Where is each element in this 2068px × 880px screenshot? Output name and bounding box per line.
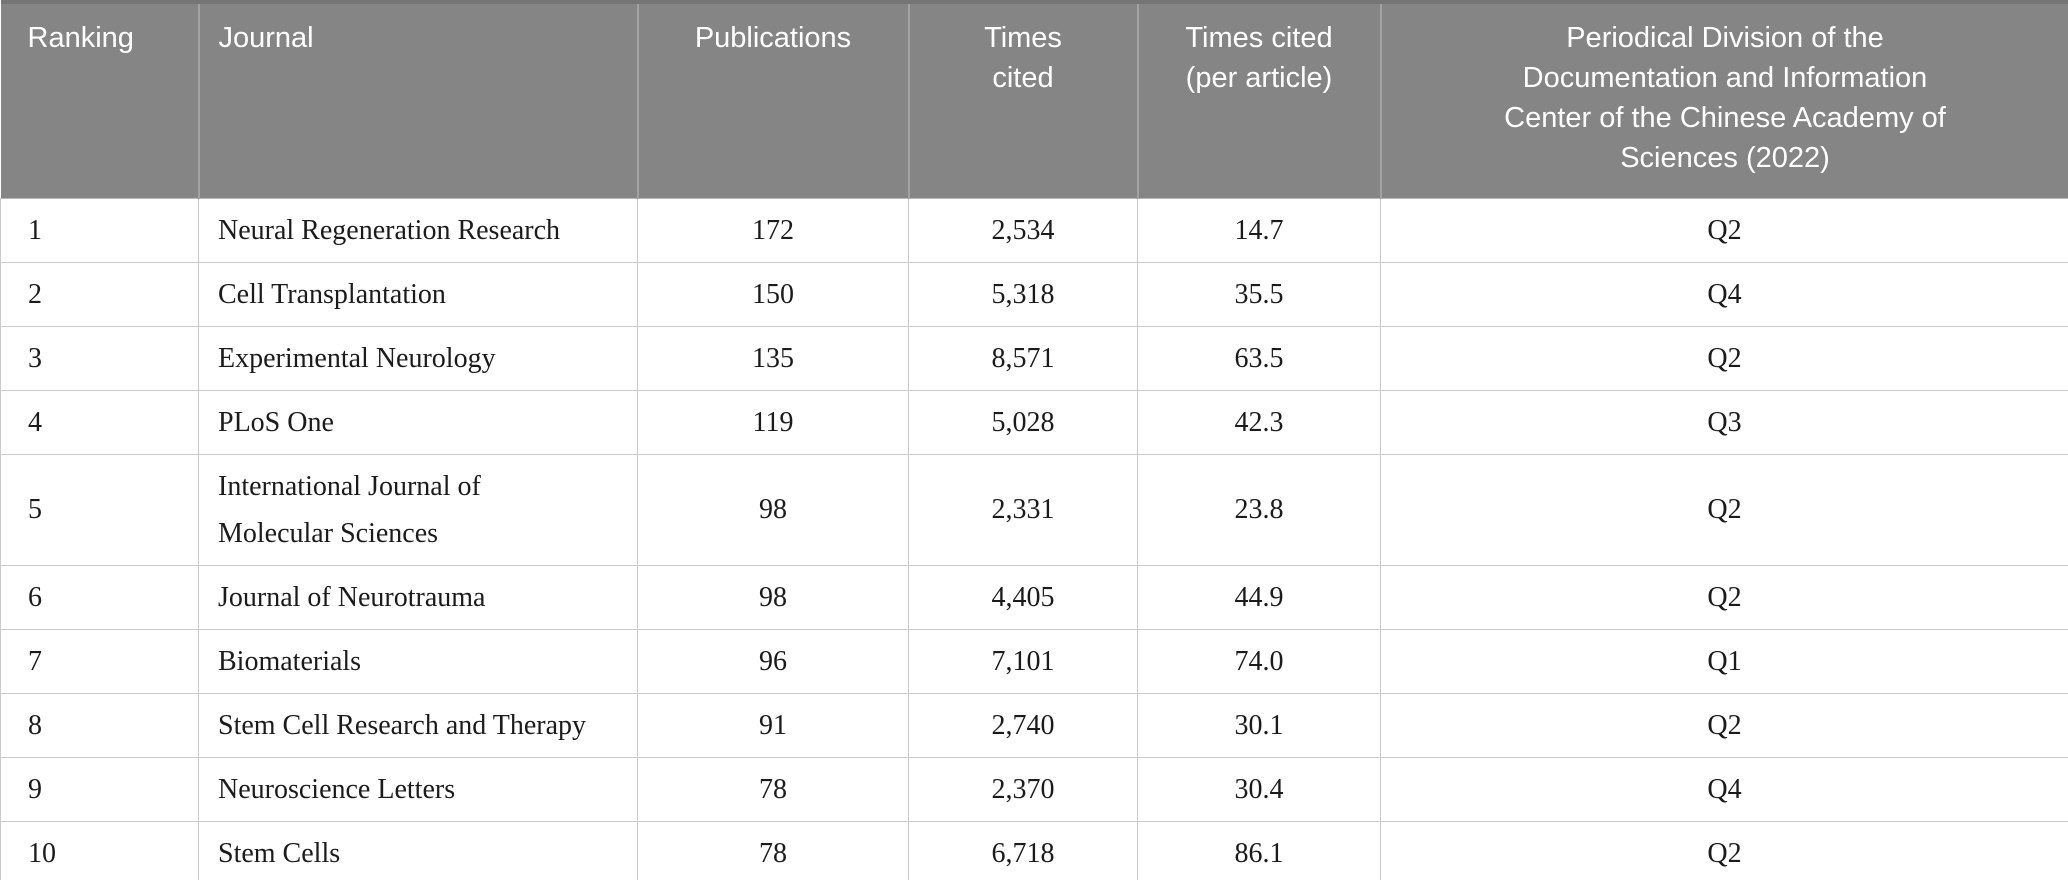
cell-ranking: 2	[0, 262, 199, 327]
table-row: 8 Stem Cell Research and Therapy 91 2,74…	[0, 693, 2068, 758]
cell-times-cited-per-article: 86.1	[1137, 821, 1381, 880]
cell-journal: Stem Cells	[198, 821, 638, 880]
table-row: 9 Neuroscience Letters 78 2,370 30.4 Q4	[0, 757, 2068, 822]
cell-times-cited-per-article: 63.5	[1137, 326, 1381, 391]
cell-times-cited-per-article: 14.7	[1137, 197, 1381, 263]
table-header: Ranking Journal Publications Times cited…	[0, 0, 2068, 198]
column-header-times-cited: Times cited	[907, 0, 1138, 198]
column-header-label: Ranking	[27, 22, 134, 54]
cell-periodical-division: Q2	[1380, 565, 2068, 630]
table-row: 3 Experimental Neurology 135 8,571 63.5 …	[0, 326, 2068, 391]
cell-publications: 78	[637, 757, 909, 822]
cell-publications: 135	[637, 326, 909, 391]
column-header-label: Journal	[218, 22, 314, 54]
cell-times-cited: 2,534	[908, 197, 1138, 263]
cell-times-cited-per-article: 42.3	[1137, 390, 1381, 455]
cell-periodical-division: Q2	[1380, 693, 2068, 758]
column-header-label: Times cited	[984, 22, 1062, 94]
column-header-journal: Journal	[197, 0, 638, 198]
cell-journal: Stem Cell Research and Therapy	[198, 693, 638, 758]
cell-periodical-division: Q4	[1380, 757, 2068, 822]
cell-times-cited-per-article: 30.1	[1137, 693, 1381, 758]
column-header-ranking: Ranking	[0, 0, 199, 198]
cell-times-cited: 2,370	[908, 757, 1138, 822]
cell-times-cited-per-article: 23.8	[1137, 454, 1381, 566]
cell-publications: 119	[637, 390, 909, 455]
cell-periodical-division: Q2	[1380, 326, 2068, 391]
cell-publications: 91	[637, 693, 909, 758]
cell-periodical-division: Q1	[1380, 629, 2068, 694]
header-row: Ranking Journal Publications Times cited…	[0, 0, 2068, 198]
cell-ranking: 5	[0, 454, 199, 566]
cell-ranking: 9	[0, 757, 199, 822]
cell-periodical-division: Q3	[1380, 390, 2068, 455]
cell-periodical-division: Q2	[1380, 454, 2068, 566]
cell-ranking: 7	[0, 629, 199, 694]
cell-times-cited: 6,718	[908, 821, 1138, 880]
cell-times-cited: 7,101	[908, 629, 1138, 694]
cell-ranking: 3	[0, 326, 199, 391]
table-row: 1 Neural Regeneration Research 172 2,534…	[0, 197, 2068, 263]
cell-journal: Experimental Neurology	[198, 326, 638, 391]
cell-times-cited: 4,405	[908, 565, 1138, 630]
cell-times-cited: 2,740	[908, 693, 1138, 758]
table-row: 2 Cell Transplantation 150 5,318 35.5 Q4	[0, 262, 2068, 327]
cell-times-cited-per-article: 30.4	[1137, 757, 1381, 822]
cell-ranking: 4	[0, 390, 199, 455]
column-header-publications: Publications	[636, 0, 909, 198]
cell-times-cited-per-article: 44.9	[1137, 565, 1381, 630]
cell-journal: Neural Regeneration Research	[198, 197, 638, 263]
cell-periodical-division: Q2	[1380, 197, 2068, 263]
cell-publications: 98	[637, 454, 909, 566]
cell-ranking: 6	[0, 565, 199, 630]
column-header-label: Publications	[694, 22, 852, 54]
cell-journal: Neuroscience Letters	[198, 757, 638, 822]
column-header-label: Periodical Division of the Documentation…	[1504, 22, 1946, 174]
cell-times-cited: 5,318	[908, 262, 1138, 327]
table-row: 7 Biomaterials 96 7,101 74.0 Q1	[0, 629, 2068, 694]
table-row: 5 International Journal of Molecular Sci…	[0, 454, 2068, 566]
cell-journal: Cell Transplantation	[198, 262, 638, 327]
table-row: 4 PLoS One 119 5,028 42.3 Q3	[0, 390, 2068, 455]
cell-times-cited-per-article: 74.0	[1137, 629, 1381, 694]
cell-publications: 172	[637, 197, 909, 263]
table-row: 6 Journal of Neurotrauma 98 4,405 44.9 Q…	[0, 565, 2068, 630]
cell-publications: 96	[637, 629, 909, 694]
table-body: 1 Neural Regeneration Research 172 2,534…	[0, 197, 2068, 880]
cell-periodical-division: Q4	[1380, 262, 2068, 327]
cell-times-cited: 5,028	[908, 390, 1138, 455]
cell-periodical-division: Q2	[1380, 821, 2068, 880]
cell-publications: 150	[637, 262, 909, 327]
column-header-label: Times cited (per article)	[1185, 22, 1333, 94]
cell-journal: Biomaterials	[198, 629, 638, 694]
table-row: 10 Stem Cells 78 6,718 86.1 Q2	[0, 821, 2068, 880]
cell-publications: 98	[637, 565, 909, 630]
cell-ranking: 10	[0, 821, 199, 880]
column-header-times-cited-per-article: Times cited (per article)	[1136, 0, 1381, 198]
cell-publications: 78	[637, 821, 909, 880]
cell-ranking: 1	[0, 197, 199, 263]
cell-journal: Journal of Neurotrauma	[198, 565, 638, 630]
cell-times-cited: 2,331	[908, 454, 1138, 566]
cell-ranking: 8	[0, 693, 199, 758]
column-header-periodical-division: Periodical Division of the Documentation…	[1379, 0, 2068, 198]
cell-times-cited: 8,571	[908, 326, 1138, 391]
cell-journal: International Journal of Molecular Scien…	[198, 454, 638, 566]
cell-journal: PLoS One	[198, 390, 638, 455]
cell-times-cited-per-article: 35.5	[1137, 262, 1381, 327]
